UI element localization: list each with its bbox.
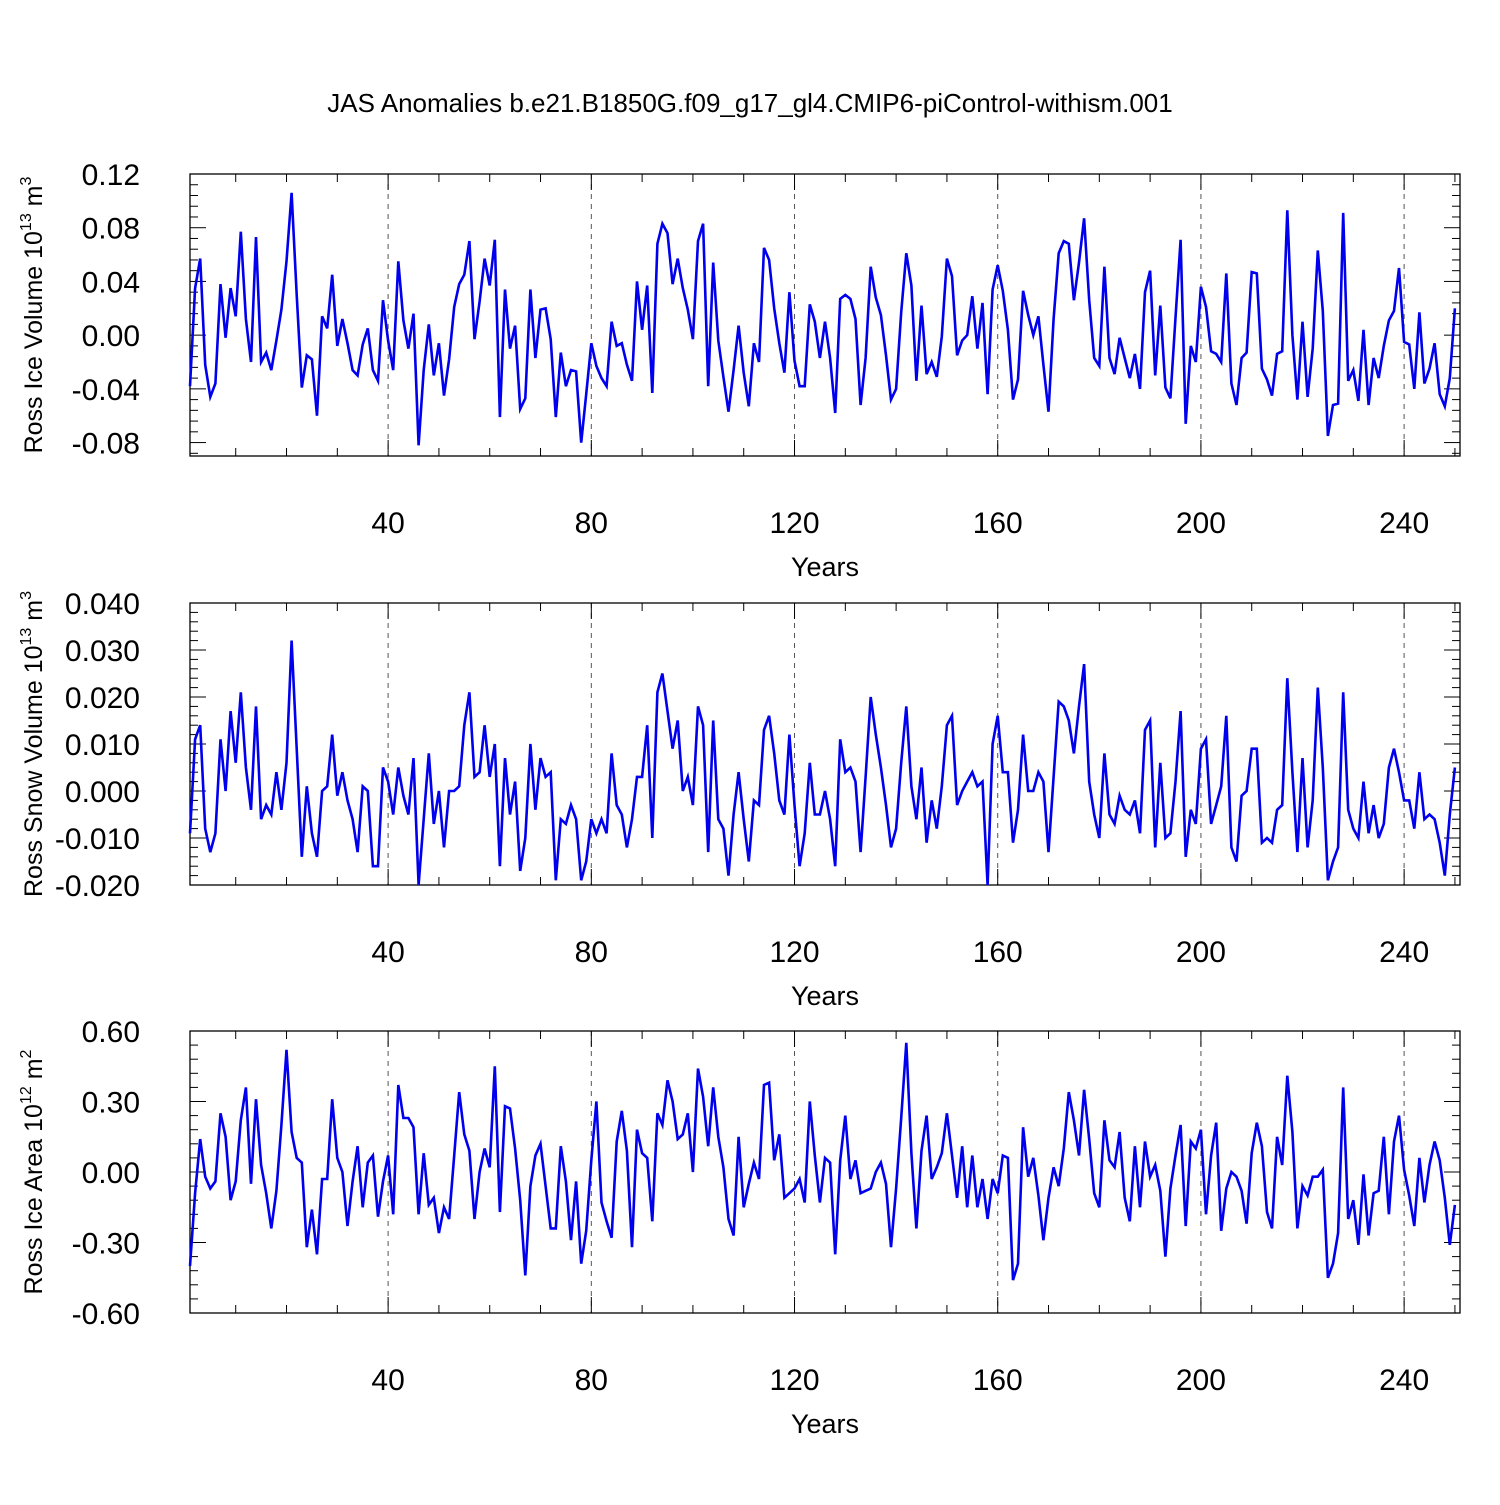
x-tick-label: 120 [769, 507, 819, 540]
y-tick-label: -0.020 [55, 870, 140, 903]
y-tick-label: 0.30 [82, 1087, 140, 1120]
x-tick-label: 120 [769, 936, 819, 969]
x-tick-label: 80 [575, 1364, 608, 1397]
y-tick-label: -0.04 [72, 374, 140, 407]
plot-frame [189, 602, 1461, 886]
x-tick-label: 160 [973, 507, 1023, 540]
y-axis-label-unit: m [20, 1058, 48, 1086]
y-axis-label-exponent: 12 [18, 1086, 35, 1104]
x-tick-label: 240 [1379, 507, 1429, 540]
panel-ice-area: 0.60 0.30 0.00 -0.30 -0.60 40 80 120 160 200 240 Ye… [18, 1016, 1461, 1439]
y-tick-label: 0.60 [82, 1016, 140, 1049]
y-tick-label: 0.12 [82, 159, 140, 192]
x-tick-label: 40 [371, 1364, 404, 1397]
x-tick-label: 120 [769, 1364, 819, 1397]
x-tick-label: 200 [1176, 1364, 1226, 1397]
y-tick-label: -0.30 [72, 1228, 140, 1261]
x-axis-label: Years [791, 552, 859, 582]
plot-frame [189, 1030, 1461, 1314]
y-axis-label-exponent: 13 [18, 628, 35, 646]
y-tick-label: 0.040 [65, 588, 140, 621]
y-axis-label-unit-exponent: 3 [18, 591, 35, 600]
y-tick-label: 0.000 [65, 776, 140, 809]
x-axis-label: Years [791, 1409, 859, 1439]
x-tick-label: 200 [1176, 936, 1226, 969]
series-line-ice-volume [188, 192, 1457, 446]
y-tick-label: 0.00 [82, 1157, 140, 1190]
y-tick-label: -0.010 [55, 823, 140, 856]
x-tick-label: 160 [973, 1364, 1023, 1397]
x-axis-label: Years [791, 981, 859, 1011]
panel-ice-volume: 0.12 0.08 0.04 0.00 -0.04 -0.08 40 80 120 160 200 2… [18, 159, 1461, 582]
y-axis-label-text: Ross Ice Volume 10 [20, 231, 48, 453]
y-axis-label: Ross Ice Volume 1013 m3 [18, 176, 48, 453]
y-tick-label: 0.010 [65, 729, 140, 762]
x-tick-label: 240 [1379, 936, 1429, 969]
plot-frame [189, 173, 1461, 457]
series-line-ice-area [188, 1042, 1457, 1281]
x-tick-label: 40 [371, 507, 404, 540]
y-axis-label: Ross Snow Volume 1013 m3 [18, 591, 48, 897]
x-tick-label: 80 [575, 507, 608, 540]
x-tick-label: 40 [371, 936, 404, 969]
y-tick-label: -0.60 [72, 1298, 140, 1331]
x-tick-label: 240 [1379, 1364, 1429, 1397]
y-axis-label-text: Ross Snow Volume 10 [20, 645, 48, 897]
panels: 0.12 0.08 0.04 0.00 -0.04 -0.08 40 80 120 160 200 2… [18, 159, 1461, 1439]
y-tick-label: 0.08 [82, 213, 140, 246]
x-tick-label: 200 [1176, 507, 1226, 540]
y-tick-label: -0.08 [72, 428, 140, 461]
panel-snow-volume: 0.040 0.030 0.020 0.010 0.000 -0.010 -0.020 40 8… [18, 588, 1461, 1011]
x-tick-label: 160 [973, 936, 1023, 969]
y-axis-label-unit-exponent: 3 [18, 176, 35, 185]
y-axis-label: Ross Ice Area 1012 m2 [18, 1049, 48, 1294]
y-tick-label: 0.04 [82, 266, 140, 299]
figure-title: JAS Anomalies b.e21.B1850G.f09_g17_gl4.C… [327, 88, 1172, 118]
y-tick-label: 0.00 [82, 320, 140, 353]
series-line-snow-volume [188, 640, 1457, 886]
y-axis-label-unit-exponent: 2 [18, 1049, 35, 1058]
y-axis-label-exponent: 13 [18, 213, 35, 231]
y-axis-label-unit: m [20, 185, 48, 213]
y-tick-label: 0.020 [65, 682, 140, 715]
y-axis-label-unit: m [20, 600, 48, 628]
y-tick-label: 0.030 [65, 635, 140, 668]
y-axis-label-text: Ross Ice Area 10 [20, 1104, 48, 1294]
x-tick-label: 80 [575, 936, 608, 969]
